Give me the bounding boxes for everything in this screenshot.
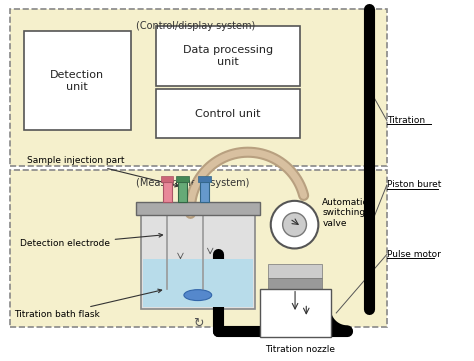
FancyBboxPatch shape (143, 260, 253, 307)
FancyBboxPatch shape (176, 176, 190, 182)
FancyBboxPatch shape (155, 89, 300, 138)
FancyBboxPatch shape (24, 31, 131, 130)
Text: Detection electrode: Detection electrode (20, 234, 163, 248)
FancyBboxPatch shape (10, 170, 387, 327)
FancyBboxPatch shape (198, 176, 211, 182)
FancyBboxPatch shape (136, 202, 260, 215)
FancyBboxPatch shape (178, 182, 187, 202)
FancyBboxPatch shape (141, 215, 255, 309)
Text: Titration bath flask: Titration bath flask (14, 289, 162, 319)
Text: Detection
unit: Detection unit (50, 70, 104, 92)
Text: ↻: ↻ (192, 317, 203, 330)
Text: (Measurement system): (Measurement system) (136, 178, 249, 188)
Text: Pulse motor: Pulse motor (387, 250, 441, 259)
Circle shape (271, 201, 319, 248)
FancyBboxPatch shape (155, 26, 300, 86)
FancyBboxPatch shape (201, 182, 209, 202)
FancyBboxPatch shape (268, 306, 322, 320)
FancyBboxPatch shape (268, 320, 322, 334)
FancyBboxPatch shape (161, 176, 173, 182)
Text: Titration: Titration (387, 116, 425, 125)
Circle shape (283, 213, 307, 236)
FancyBboxPatch shape (163, 182, 172, 202)
Text: Control unit: Control unit (195, 109, 260, 118)
Text: Automatic
switching
valve: Automatic switching valve (322, 198, 369, 228)
Text: Data processing
unit: Data processing unit (182, 45, 273, 67)
Ellipse shape (184, 290, 212, 301)
Text: Piston buret: Piston buret (387, 180, 441, 190)
FancyBboxPatch shape (268, 278, 322, 292)
Text: (Control/display system): (Control/display system) (136, 21, 255, 31)
Text: Sample injection part: Sample injection part (27, 156, 179, 187)
FancyBboxPatch shape (268, 264, 322, 278)
FancyBboxPatch shape (260, 289, 331, 337)
Text: Titration nozzle: Titration nozzle (265, 345, 336, 354)
FancyBboxPatch shape (268, 292, 322, 306)
FancyBboxPatch shape (10, 9, 387, 166)
